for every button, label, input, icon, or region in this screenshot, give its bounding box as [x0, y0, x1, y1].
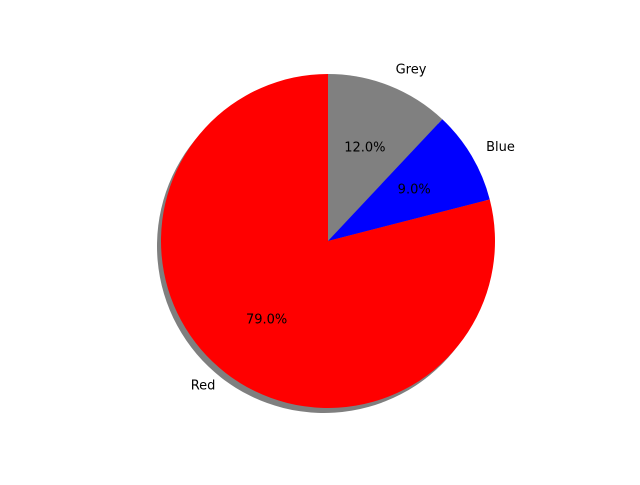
slice-percent-blue: 9.0%: [398, 183, 431, 198]
slice-blue: [328, 119, 490, 241]
slice-percent-red: 79.0%: [246, 313, 287, 328]
pie-labels: Grey 12.0% Blue 9.0% Red 79.0%: [191, 63, 515, 394]
slice-label-blue: Blue: [486, 140, 515, 155]
slice-percent-grey: 12.0%: [344, 140, 385, 155]
slice-grey: [328, 74, 443, 241]
slice-red: [160, 74, 495, 409]
pie-slices: [160, 74, 495, 409]
slice-label-grey: Grey: [396, 63, 427, 78]
slice-label-red: Red: [191, 379, 216, 394]
